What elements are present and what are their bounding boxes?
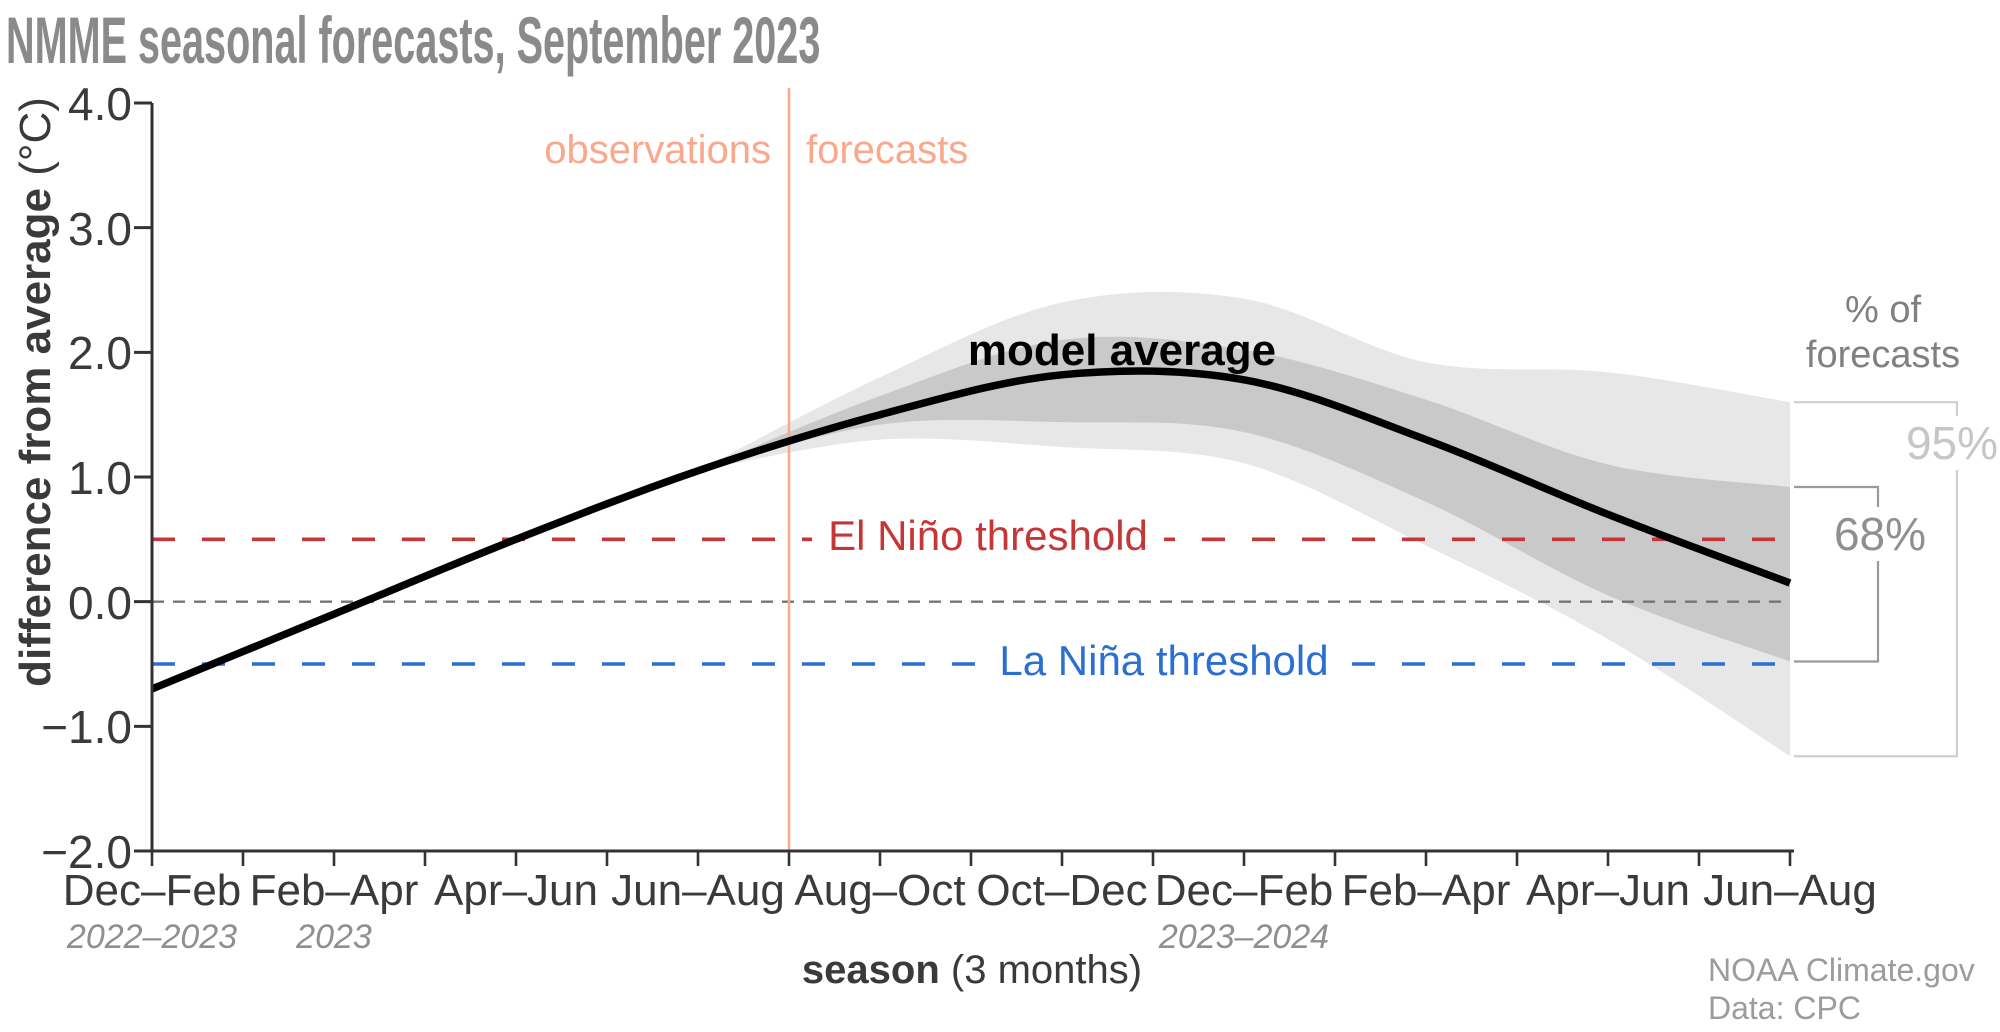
x-tick-year-sublabel: 2023 (296, 918, 372, 956)
la-nina-threshold-label: La Niña threshold (983, 637, 1345, 685)
x-tick-label: Dec–Feb (1154, 866, 1334, 915)
x-tick-year-sublabel: 2023–2024 (1158, 918, 1330, 956)
observations-label: observations (544, 128, 771, 172)
y-tick-label: 0.0 (68, 576, 132, 629)
bracket-95 (1794, 401, 1959, 758)
y-tick-label: −2.0 (41, 826, 132, 878)
y-tick-label: −1.0 (41, 701, 132, 754)
chart-title: NMME seasonal forecasts, September 2023 (6, 3, 821, 77)
x-axis-title: season (3 months) (802, 948, 1142, 993)
source-credit: NOAA Climate.gov Data: CPC (1708, 951, 1975, 1027)
x-axis-title-rest: (3 months) (939, 948, 1143, 992)
x-tick-label: Aug–Oct (794, 866, 966, 915)
el-nino-threshold-label: El Niño threshold (812, 512, 1164, 560)
x-tick-label: Jun–Aug (1703, 866, 1877, 915)
forecasts-label: forecasts (806, 128, 969, 172)
pct-of-line2: forecasts (1805, 334, 1961, 376)
pct-of-forecasts-label: % of forecasts (1806, 288, 1960, 378)
x-tick-label: Apr–Jun (434, 866, 598, 915)
pct-68-label: 68% (1827, 507, 1933, 561)
pct-95-label: 95% (1899, 416, 2000, 470)
y-tick-label: 4.0 (68, 78, 132, 130)
source-credit-line1: NOAA Climate.gov (1708, 952, 1975, 988)
x-tick-label: Apr–Jun (1526, 866, 1690, 915)
y-tick-label: 3.0 (68, 202, 132, 255)
x-tick-label: Jun–Aug (611, 866, 785, 915)
x-tick-label: Feb–Apr (249, 866, 419, 915)
pct-of-line1: % of (1844, 289, 1922, 331)
source-credit-line2: Data: CPC (1708, 990, 1861, 1026)
model-average-label: model average (967, 326, 1277, 375)
band-68 (698, 336, 1790, 662)
model-average-line (150, 367, 1792, 693)
x-tick-label: Dec–Feb (62, 866, 242, 915)
x-axis-title-bold: season (801, 948, 940, 992)
x-tick-label: Feb–Apr (1341, 866, 1511, 915)
x-tick-year-sublabel: 2022–2023 (66, 918, 238, 956)
bracket-68 (1794, 485, 1880, 663)
x-tick-label: Oct–Dec (976, 866, 1148, 915)
y-tick-label: 1.0 (68, 452, 132, 504)
y-tick-label: 2.0 (68, 327, 132, 380)
